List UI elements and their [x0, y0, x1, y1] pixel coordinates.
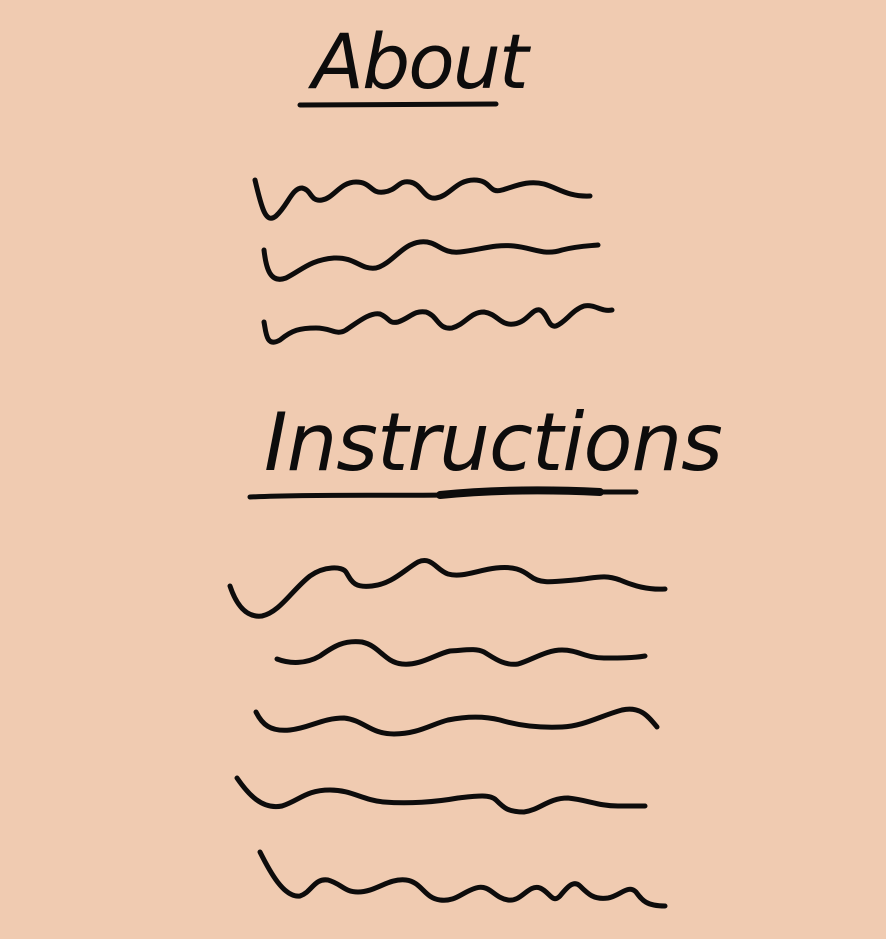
instructions-scribble-line — [227, 558, 668, 619]
instructions-section: Instructions — [227, 396, 723, 909]
instructions-heading: Instructions — [264, 396, 722, 489]
about-heading: About — [307, 17, 532, 106]
about-heading-underline — [297, 101, 499, 108]
about-section: About — [252, 17, 615, 345]
instructions-scribble-line — [274, 639, 648, 667]
instructions-scribble-line — [234, 775, 648, 815]
instructions-scribble-line — [253, 706, 660, 737]
about-scribble-line — [261, 303, 615, 345]
about-scribble-line — [261, 239, 601, 282]
instructions-scribble-line — [257, 849, 668, 909]
about-scribble-line — [252, 177, 593, 221]
instructions-underline-thick — [436, 486, 604, 499]
